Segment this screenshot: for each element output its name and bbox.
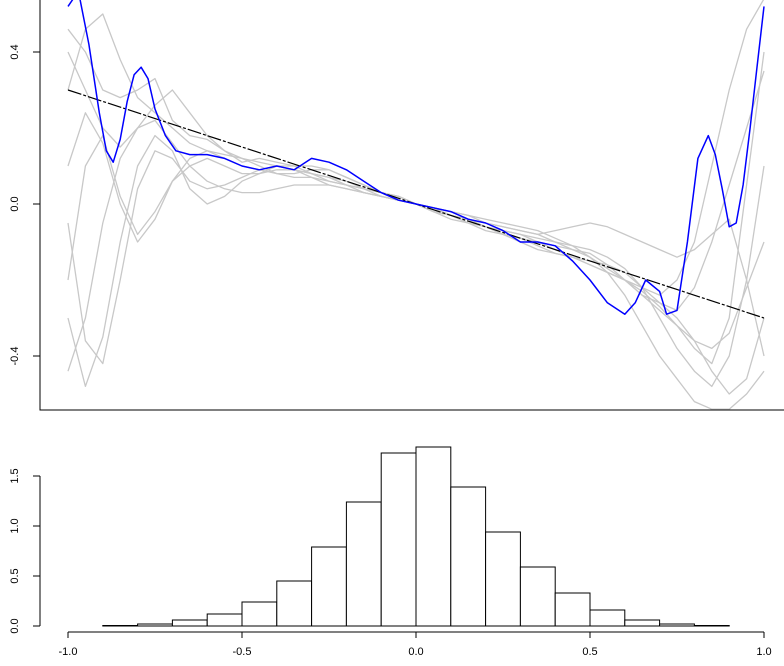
histogram-bar <box>554 592 591 627</box>
bootstrap-curve-4 <box>67 150 765 388</box>
histogram-bar <box>102 625 139 627</box>
function-y-tick-label: 0.4 <box>9 44 21 59</box>
histogram-bar <box>137 623 173 627</box>
histogram-bar <box>206 613 243 627</box>
histogram-bar <box>624 619 661 627</box>
function-y-tick-label: 0.0 <box>9 196 21 211</box>
fitted-curve <box>67 0 765 315</box>
histogram-bar <box>171 619 208 627</box>
histogram-bar <box>589 609 626 627</box>
histogram-x-axis: -1.0 -0.5 0.0 0.5 1.0 <box>59 631 772 658</box>
histogram-bar <box>241 601 278 627</box>
function-plot-frame <box>39 0 784 411</box>
histogram-y-tick-label: 0.5 <box>9 568 21 583</box>
histogram-x-tick-label: -0.5 <box>233 646 252 658</box>
bootstrap-curve-6 <box>67 0 765 296</box>
histogram-y-tick-label: 0.0 <box>9 618 21 633</box>
function-y-tick-label: -0.4 <box>9 347 21 366</box>
bootstrap-curve-1 <box>67 28 765 312</box>
histogram-bar <box>659 623 695 627</box>
histogram-bars <box>102 446 730 627</box>
histogram-y-tick-label: 1.5 <box>9 468 21 483</box>
function-plot-y-axis: -0.4 0.0 0.4 <box>9 44 40 365</box>
function-plot-curves <box>67 0 765 410</box>
histogram-bar <box>485 531 521 627</box>
histogram-x-tick-label: 0.0 <box>408 646 423 658</box>
histogram-x-tick-label: 1.0 <box>756 646 771 658</box>
histogram-bar <box>415 446 452 627</box>
histogram-bar <box>276 580 313 627</box>
histogram-y-axis: 0.0 0.5 1.0 1.5 <box>9 468 41 634</box>
histogram-plot: -1.0 -0.5 0.0 0.5 1.0 0.0 0.5 1.0 1.5 <box>9 446 772 658</box>
histogram-y-tick-label: 1.0 <box>9 518 21 533</box>
histogram-bar <box>311 546 347 627</box>
histogram-bar <box>380 452 417 627</box>
histogram-bar <box>693 625 730 627</box>
bootstrap-curve-2 <box>67 119 765 410</box>
histogram-x-tick-label: -1.0 <box>59 646 78 658</box>
histogram-bar <box>519 566 556 627</box>
bootstrap-curve-8 <box>67 112 765 350</box>
histogram-bar <box>450 486 487 627</box>
histogram-bar <box>345 501 382 627</box>
function-plot: -0.4 0.0 0.4 <box>9 0 784 411</box>
histogram-x-tick-label: 0.5 <box>582 646 597 658</box>
